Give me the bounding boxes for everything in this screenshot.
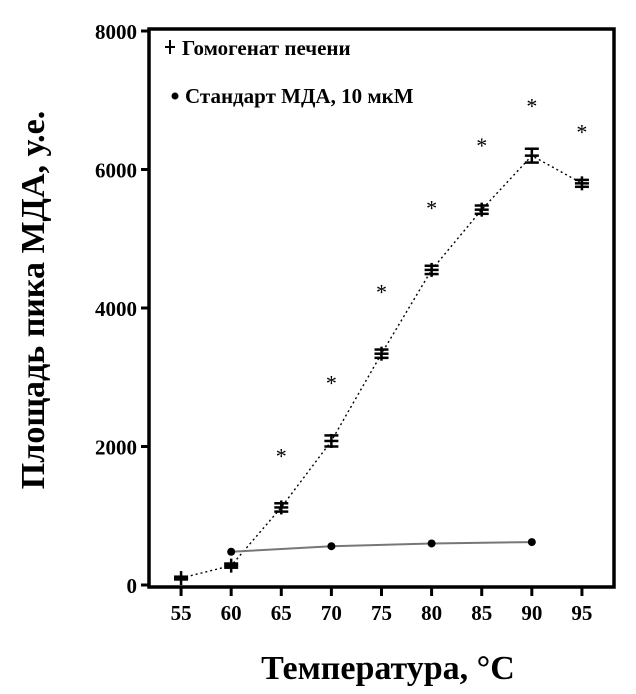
y-tick-label: 0 (127, 574, 138, 598)
data-point (374, 346, 389, 361)
legend-label: Гомогенат печени (182, 36, 351, 60)
significance-star: * (526, 94, 537, 119)
y-axis-title: Площадь пика МДА, у.е. (15, 111, 52, 489)
legend-entry: Стандарт МДА, 10 мкМ (171, 84, 414, 108)
data-point (574, 176, 589, 191)
significance-star: * (426, 196, 437, 221)
data-point (527, 538, 536, 547)
series-line-0 (180, 154, 583, 579)
data-point (424, 262, 439, 277)
x-tick-label: 55 (171, 601, 192, 625)
annotations: * * * * * * * (276, 94, 588, 469)
significance-star: * (276, 443, 287, 468)
significance-star: * (476, 133, 487, 158)
series-lines (180, 154, 583, 579)
y-tick-label: 2000 (95, 436, 137, 460)
legend-marker-circle (171, 92, 179, 100)
x-tick-label: 65 (271, 601, 292, 625)
x-tick-label: 70 (321, 601, 342, 625)
series-line-1 (231, 541, 532, 553)
data-point (227, 547, 236, 556)
x-tick-label: 80 (421, 601, 442, 625)
significance-star: * (326, 371, 337, 396)
x-axis: 55 60 65 70 75 80 85 90 95 (171, 587, 592, 625)
significance-star: * (376, 279, 387, 304)
y-tick-label: 6000 (95, 159, 137, 183)
x-tick-label: 95 (571, 601, 592, 625)
y-tick-label: 8000 (95, 20, 137, 44)
legend-entry: Гомогенат печени (165, 36, 351, 60)
legend: Гомогенат печени Стандарт МДА, 10 мкМ (165, 36, 414, 108)
x-tick-label: 90 (521, 601, 542, 625)
significance-star: * (576, 119, 587, 144)
legend-label: Стандарт МДА, 10 мкМ (185, 84, 414, 108)
x-tick-label: 60 (221, 601, 242, 625)
data-point (224, 558, 239, 573)
plot-frame (147, 27, 616, 589)
series-marks (174, 147, 589, 586)
x-tick-label: 85 (471, 601, 492, 625)
data-point (324, 433, 339, 448)
x-tick-label: 75 (371, 601, 392, 625)
data-point (474, 202, 489, 217)
data-point (524, 147, 539, 164)
data-point (274, 500, 289, 515)
data-point (174, 571, 189, 586)
y-tick-label: 4000 (95, 297, 137, 321)
data-point (427, 539, 436, 548)
data-point (327, 542, 336, 551)
x-axis-title: Температура, °С (261, 650, 515, 687)
y-axis: 0 2000 4000 6000 8000 (95, 20, 149, 598)
